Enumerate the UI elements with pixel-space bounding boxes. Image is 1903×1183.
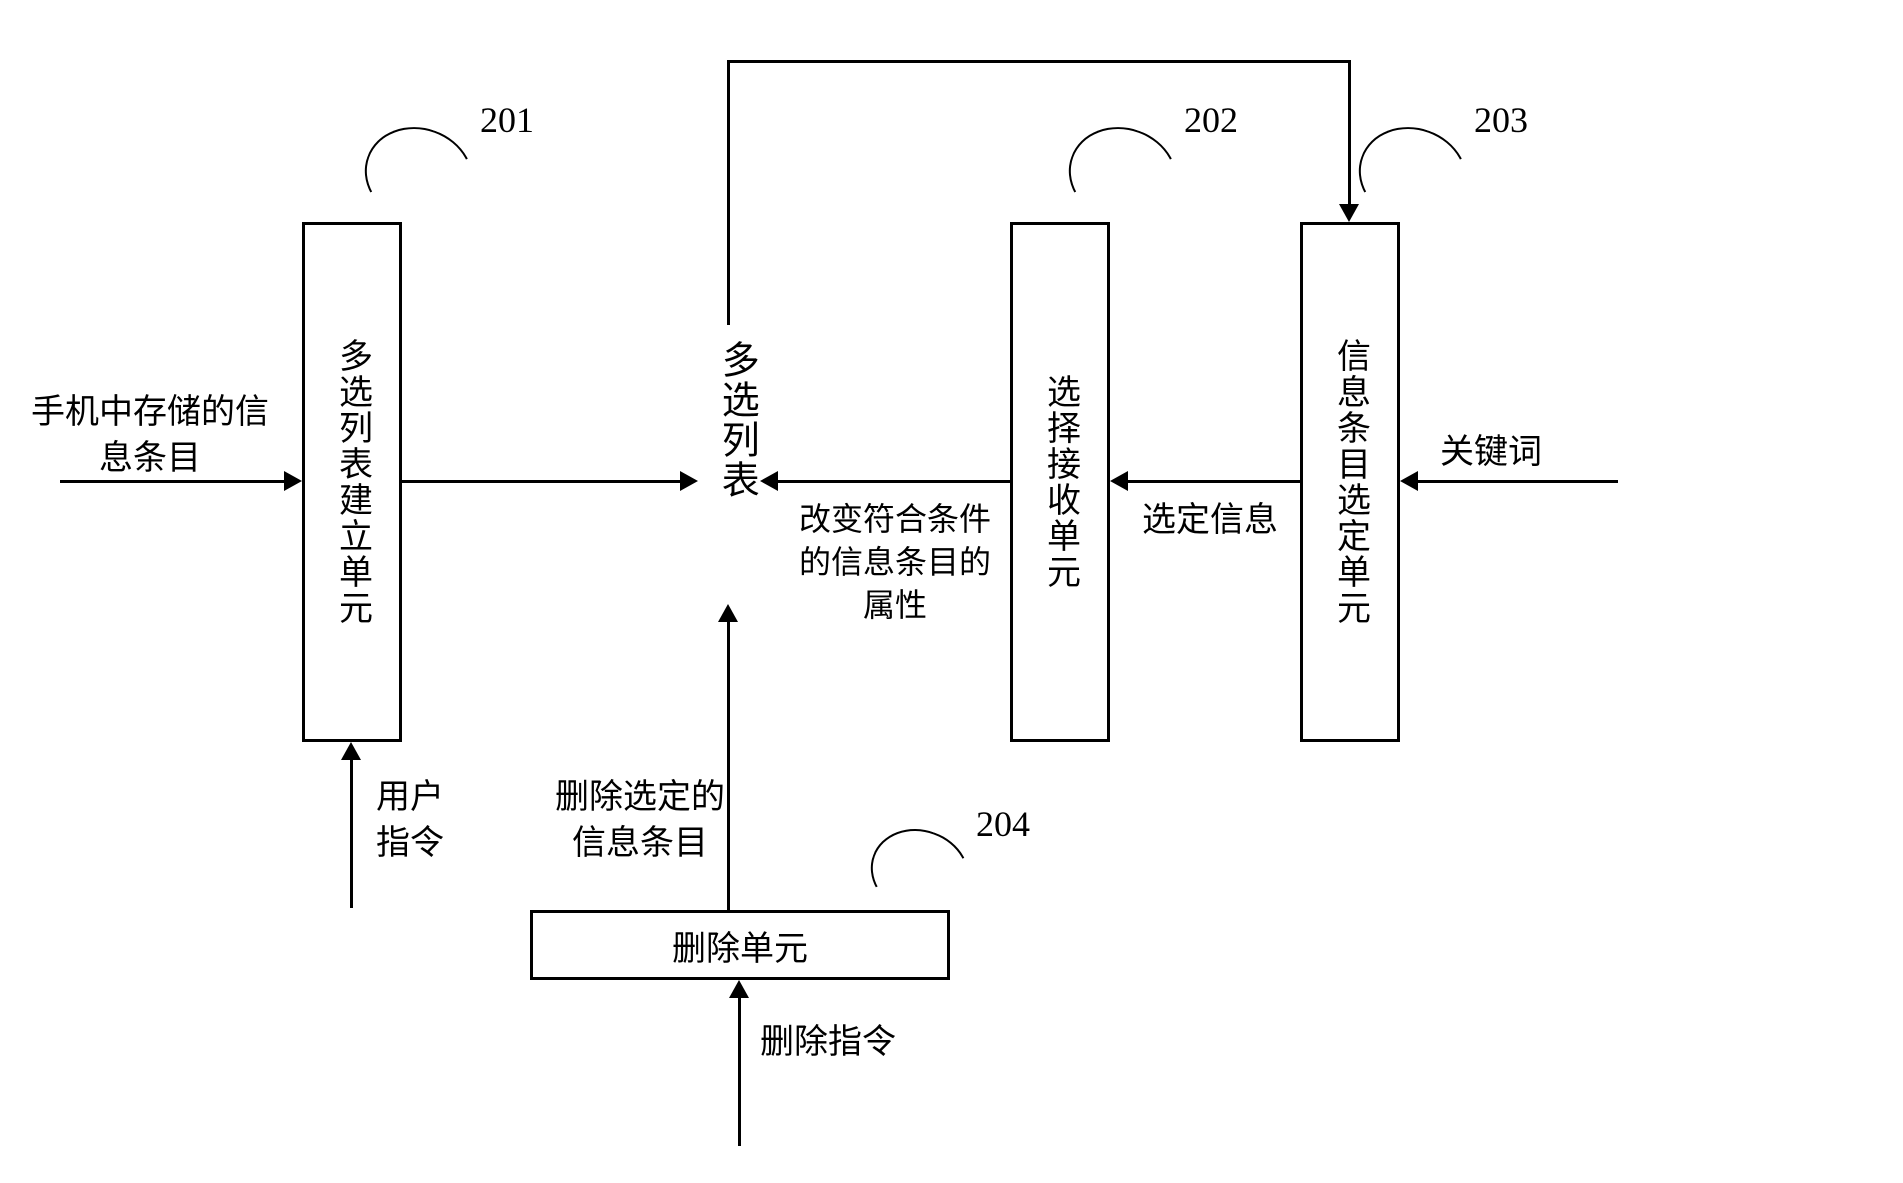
arrow-stored-to-201: [284, 471, 302, 491]
leader-202: [1055, 112, 1191, 239]
arrow-204-to-list: [718, 604, 738, 622]
edge-delcmd-to-204: [738, 996, 741, 1146]
edge-203-to-202: [1128, 480, 1300, 483]
arrow-201-to-list: [680, 471, 698, 491]
node-203: 信息条目选定单元: [1300, 222, 1400, 742]
edge-list-to-203-down: [1348, 60, 1351, 205]
edge-list-to-203-up: [727, 60, 730, 325]
leader-203: [1345, 112, 1481, 239]
label-user-cmd: 用户指令: [370, 775, 450, 867]
edge-usercmd-to-201: [350, 758, 353, 908]
label-del-cmd: 删除指令: [760, 1020, 896, 1066]
ref-204: 204: [976, 800, 1030, 849]
label-del-selected: 删除选定的信息条目: [550, 775, 730, 867]
leader-201: [351, 112, 487, 239]
arrow-delcmd-to-204: [729, 980, 749, 998]
node-204: 删除单元: [530, 910, 950, 980]
label-selected-info: 选定信息: [1130, 498, 1290, 544]
arrow-usercmd-to-201: [341, 742, 361, 760]
arrow-keyword-to-203: [1400, 471, 1418, 491]
diagram-canvas: 多选列表建立单元 201 选择接收单元 202 信息条目选定单元 203 删除单…: [0, 0, 1903, 1183]
label-stored-items: 手机中存储的信息条目: [20, 390, 280, 482]
multi-select-list-text: 多选列表: [710, 340, 761, 500]
ref-202: 202: [1184, 96, 1238, 145]
edge-202-to-list: [778, 480, 1010, 483]
arrow-list-to-203: [1339, 204, 1359, 222]
node-202-label: 选择接收单元: [1036, 374, 1085, 590]
label-change-attr: 改变符合条件的信息条目的属性: [790, 498, 1000, 628]
node-203-label: 信息条目选定单元: [1326, 338, 1375, 626]
ref-201: 201: [480, 96, 534, 145]
edge-list-to-203-h: [727, 60, 1350, 63]
edge-201-to-list: [402, 480, 682, 483]
ref-203: 203: [1474, 96, 1528, 145]
arrow-203-to-202: [1110, 471, 1128, 491]
node-204-label: 删除单元: [672, 921, 808, 970]
node-201: 多选列表建立单元: [302, 222, 402, 742]
arrow-202-to-list: [760, 471, 778, 491]
label-keyword: 关键词: [1440, 430, 1542, 476]
node-201-label: 多选列表建立单元: [328, 338, 377, 626]
node-202: 选择接收单元: [1010, 222, 1110, 742]
edge-keyword-to-203: [1418, 480, 1618, 483]
multi-select-list-label: 多选列表: [710, 340, 761, 507]
